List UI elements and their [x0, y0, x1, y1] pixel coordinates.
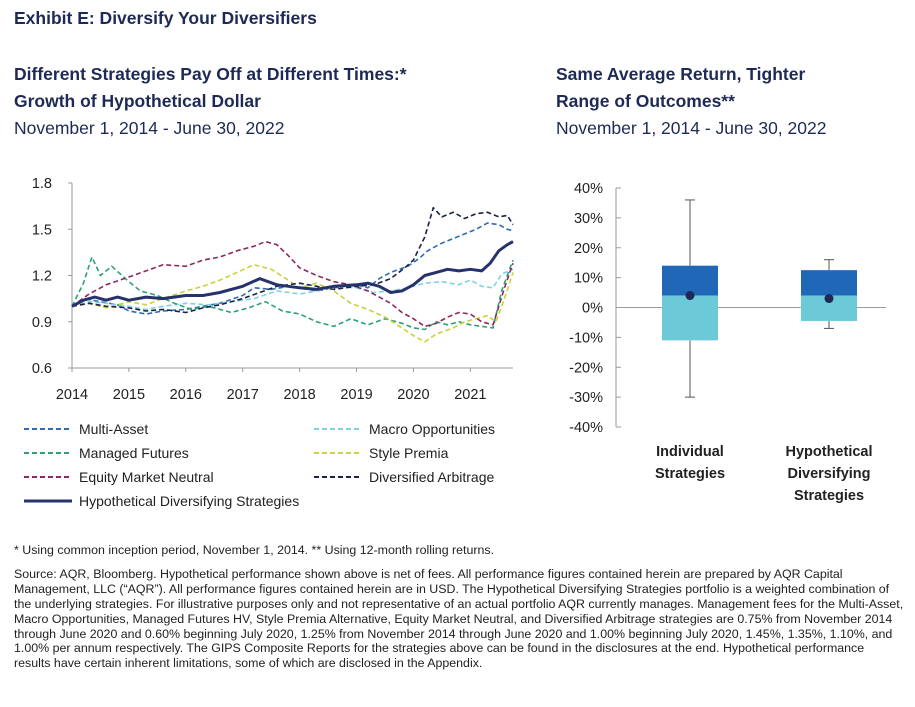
y-tick-label: 0% [582, 301, 603, 317]
legend-label: Multi-Asset [79, 421, 149, 437]
left-chart-subtitle: November 1, 2014 - June 30, 2022 [14, 118, 285, 138]
series-line-style-premia [71, 263, 514, 343]
y-tick-label: 10% [574, 271, 603, 287]
legend-label: Diversified Arbitrage [369, 469, 495, 485]
line-chart-legend: Multi-Asset Macro Opportunities Managed Fu… [22, 418, 522, 518]
x-tick-label: 2020 [397, 387, 429, 403]
legend-item-macro: Macro Opportunities [312, 418, 495, 440]
category-label: Strategies [794, 488, 864, 504]
x-tick-label: 2015 [113, 387, 145, 403]
category-label: Individual [656, 444, 724, 460]
mean-marker [685, 291, 695, 301]
legend-swatch [24, 452, 72, 454]
y-tick-label: 0.6 [32, 361, 52, 377]
series-line-multi-asset [71, 222, 514, 315]
box-upper-quartile [662, 265, 718, 296]
x-tick-label: 2018 [283, 387, 315, 403]
legend-label: Equity Market Neutral [79, 469, 214, 485]
legend-item-equity-mn: Equity Market Neutral [22, 466, 214, 488]
series-line-div-arb [71, 206, 514, 314]
y-tick-label: -20% [569, 360, 603, 376]
footnotes: * Using common inception period, Novembe… [14, 543, 904, 671]
y-tick-label: -30% [569, 390, 603, 406]
legend-swatch [24, 428, 72, 430]
left-chart-title-line2: Growth of Hypothetical Dollar [14, 91, 261, 111]
legend-swatch [314, 452, 362, 454]
category-label: Hypothetical [785, 444, 872, 460]
right-chart-title-line2: Range of Outcomes** [556, 91, 735, 111]
legend-label: Macro Opportunities [369, 421, 496, 437]
exhibit-title: Exhibit E: Diversify Your Diversifiers [14, 8, 317, 28]
legend-swatch [24, 476, 72, 478]
legend-item-multi-asset: Multi-Asset [22, 418, 148, 440]
left-chart-header: Different Strategies Pay Off at Differen… [14, 61, 534, 142]
legend-item-div-arb: Diversified Arbitrage [312, 466, 494, 488]
legend-item-managed-futures: Managed Futures [22, 442, 189, 464]
legend-swatch [24, 499, 72, 503]
legend-item-style-premia: Style Premia [312, 442, 448, 464]
series-line-hds [71, 240, 514, 308]
y-tick-label: 40% [574, 181, 603, 197]
y-tick-label: -40% [569, 420, 603, 436]
right-chart-header: Same Average Return, Tighter Range of Ou… [556, 61, 906, 142]
category-label: Diversifying [788, 466, 871, 482]
legend-label: Style Premia [369, 445, 449, 461]
series-line-managed-futures [71, 256, 514, 331]
y-tick-label: 20% [574, 241, 603, 257]
source-disclosure: Source: AQR, Bloomberg. Hypothetical per… [14, 566, 904, 671]
range-box-chart: 40% 30% 20% 10% 0% -10% -20% -30% -40% Individual… [569, 181, 886, 504]
box-lower-quartile [662, 295, 718, 341]
x-tick-label: 2014 [56, 387, 88, 403]
box-upper-quartile [801, 270, 857, 296]
x-tick-label: 2019 [340, 387, 372, 403]
y-tick-label: 30% [574, 211, 603, 227]
x-tick-label: 2017 [227, 387, 259, 403]
category-label: Strategies [655, 466, 725, 482]
footnote-markers: * Using common inception period, Novembe… [14, 543, 495, 557]
right-chart-title-line1: Same Average Return, Tighter [556, 64, 806, 84]
left-chart-title-line1: Different Strategies Pay Off at Differen… [14, 64, 407, 84]
legend-label: Managed Futures [79, 445, 189, 461]
y-tick-label: 1.8 [32, 176, 52, 192]
y-tick-label: -10% [569, 330, 603, 346]
series-line-equity-mn [71, 240, 514, 328]
y-tick-label: 0.9 [32, 315, 52, 331]
right-chart-subtitle: November 1, 2014 - June 30, 2022 [556, 118, 827, 138]
x-tick-label: 2021 [454, 387, 486, 403]
legend-label: Hypothetical Diversifying Strategies [79, 493, 300, 509]
x-tick-label: 2016 [170, 387, 202, 403]
mean-marker [824, 294, 834, 304]
y-tick-label: 1.2 [32, 269, 52, 285]
legend-item-hds: Hypothetical Diversifying Strategies [22, 490, 299, 512]
legend-swatch [314, 428, 362, 430]
legend-swatch [314, 476, 362, 478]
y-tick-label: 1.5 [32, 222, 52, 238]
